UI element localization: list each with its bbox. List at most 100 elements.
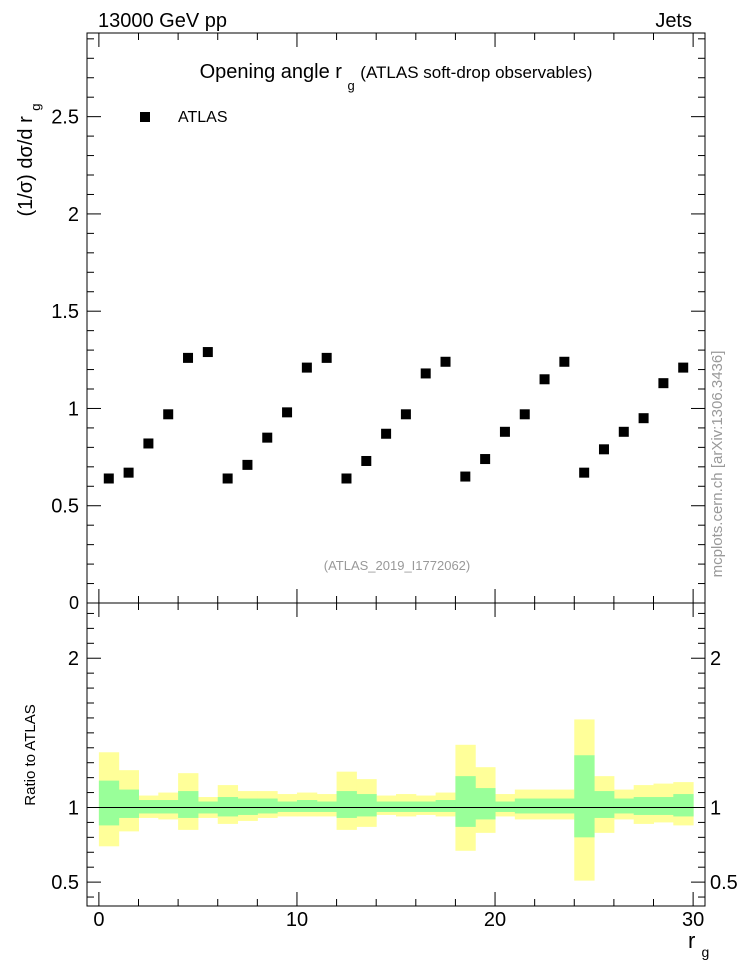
data-point [460,471,471,482]
chart-title-main: Opening angle r [200,61,343,83]
ratio-y-tick-label-right: 1 [710,797,721,819]
data-point [381,428,392,439]
x-tick-labels: 0 10 20 30 [93,909,704,931]
data-point [519,409,530,420]
ratio-y-tick-label-left: 2 [68,648,79,670]
ratio-y-tick-label-left: 1 [68,797,79,819]
data-point [440,356,451,367]
inner-band-bin [158,800,179,814]
inner-band-bin [396,801,417,812]
data-point [499,426,510,437]
inner-band-bin [277,801,298,812]
inner-band-bin [673,794,694,817]
x-axis-label: r g [688,928,709,960]
inner-band-bin [435,800,456,812]
data-point [341,473,352,484]
data-point [559,356,570,367]
data-point [262,432,273,443]
inner-band-bin [455,776,476,827]
inner-band-bin [217,797,239,817]
data-point [282,407,293,418]
data-points [103,347,689,484]
y-tick-label: 2.5 [51,107,79,129]
legend-marker [140,112,150,122]
inner-band-bin [495,801,516,812]
x-tick-label: 20 [484,909,506,931]
ratio-bands [98,719,694,881]
x-axis-label-sub: g [701,944,709,960]
data-point [618,426,629,437]
ratio-y-label: Ratio to ATLAS [22,704,39,805]
ratio-y-ticks: 0.5 0.5 1 1 2 2 [51,612,738,898]
analysis-id: (ATLAS_2019_I1772062) [324,558,470,573]
side-label: mcplots.cern.ch [arXiv:1306.3436] [709,351,726,578]
inner-band-bin [574,755,595,838]
y-tick-label: 1.5 [51,301,79,323]
data-point [103,473,114,484]
inner-band-bin [514,798,536,814]
ratio-y-tick-label-right: 2 [710,648,721,670]
x-axis-label-main: r [688,928,695,953]
data-point [163,409,174,420]
inner-band-bin [633,797,654,815]
x-tick-label: 30 [682,909,704,931]
inner-band-bin [118,789,139,818]
data-point [361,455,372,466]
inner-band-bin [554,798,575,814]
legend-label: ATLAS [178,109,228,126]
data-point [301,362,312,373]
inner-band-bin [237,798,258,815]
ratio-panel: 0.5 0.5 1 1 2 2 0 10 20 30 Ratio to ATLAS r g [22,602,738,960]
inner-band-bin [336,791,357,818]
data-point [400,409,411,420]
chart-title-rest: (ATLAS soft-drop observables) [360,63,592,82]
main-y-ticks: 0.5 1 1.5 2 2.5 [51,38,705,585]
ratio-y-tick-label-left: 0.5 [51,872,79,894]
inner-band-bin [594,791,615,818]
data-point [539,374,550,385]
x-tick-label: 0 [93,909,104,931]
chart-title-sub: g [347,78,354,93]
header-right: Jets [655,10,692,32]
ratio-y-tick-label-right: 0.5 [710,872,738,894]
inner-band-bin [613,798,635,814]
inner-band-bin [257,798,278,814]
inner-band-bin [356,794,377,817]
data-point [480,454,491,465]
main-panel: 0.5 1 1.5 2 2.5 Opening angle r g (ATLAS sof… [15,32,706,613]
data-point [678,362,689,373]
inner-band-bin [296,800,318,812]
data-point [638,413,649,424]
main-y-label-sub: g [28,103,43,110]
inner-band-bin [316,801,338,812]
y-tick-label: 0.5 [51,496,79,518]
inner-band-bin [415,801,437,812]
x-tick-label: 10 [286,909,308,931]
chart-title: Opening angle r g (ATLAS soft-drop obser… [200,61,593,95]
main-y-label-main: (1/σ) dσ/d r [15,116,37,217]
data-point [321,352,332,363]
inner-band-bin [178,791,199,818]
inner-band-bin [138,800,159,814]
main-y-label: (1/σ) dσ/d r g [15,103,43,216]
data-point [579,467,590,478]
inner-band-bin [653,797,674,815]
data-point [123,467,134,478]
ratio-x-ticks [98,603,694,906]
data-point [420,368,431,379]
data-point [202,347,213,358]
data-point [143,438,154,449]
inner-band-bin [534,798,555,814]
data-point [658,378,669,389]
y-tick-label: 2 [68,204,79,226]
data-point [222,473,233,484]
data-point [598,444,609,455]
ratio-panel-frame [86,602,706,907]
header-left: 13000 GeV pp [98,10,227,32]
main-y-bottom-label: 0 [69,593,79,613]
inner-band-bin [98,780,120,826]
data-point [242,459,253,470]
y-tick-label: 1 [68,398,79,420]
inner-band-bin [475,788,496,820]
